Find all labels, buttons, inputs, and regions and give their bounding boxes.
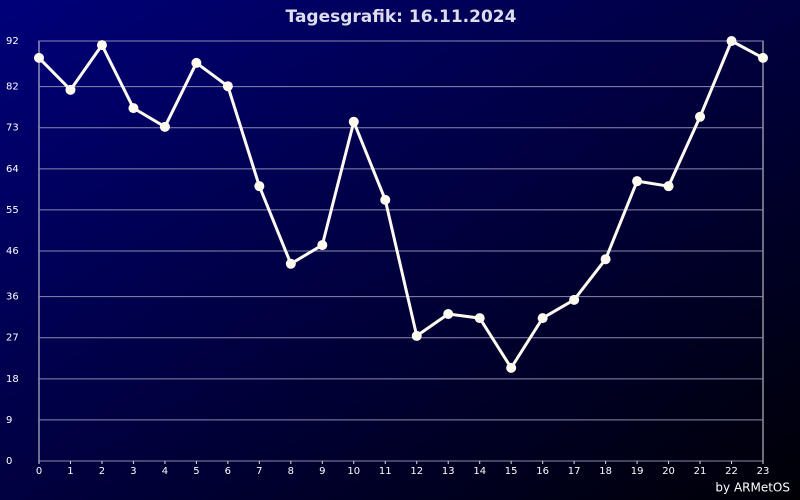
x-tick-label: 20 (662, 466, 675, 477)
y-tick-label: 64 (6, 164, 19, 175)
data-point (758, 52, 768, 63)
data-point (34, 52, 44, 63)
x-tick-label: 15 (505, 466, 518, 477)
x-tick-label: 3 (130, 466, 136, 477)
x-tick-label: 13 (442, 466, 455, 477)
x-tick-label: 1 (67, 466, 73, 477)
x-tick-label: 16 (536, 466, 549, 477)
data-point (632, 176, 643, 187)
series-line (37, 39, 764, 370)
data-point (128, 103, 139, 114)
x-tick-label: 5 (193, 466, 199, 477)
data-point (695, 111, 706, 122)
y-tick-label: 36 (6, 292, 19, 303)
data-point (65, 84, 76, 95)
x-tick-label: 21 (694, 466, 707, 477)
y-tick-label: 18 (6, 374, 19, 385)
data-point (726, 36, 737, 46)
chart-title: Tagesgrafik: 16.11.2024 (286, 7, 517, 27)
x-tick-label: 11 (379, 466, 392, 477)
x-tick-label: 18 (599, 466, 612, 477)
y-tick-label: 27 (6, 333, 19, 344)
x-tick-label: 19 (631, 466, 644, 477)
x-tick-label: 12 (410, 466, 423, 477)
y-tick-label: 9 (6, 415, 12, 426)
x-tick-label: 17 (568, 466, 581, 477)
data-point (663, 181, 674, 192)
x-tick-label: 22 (725, 466, 738, 477)
data-point (159, 121, 170, 132)
y-tick-label: 0 (6, 456, 12, 467)
data-point (254, 181, 265, 192)
x-tick-label: 14 (473, 466, 486, 477)
x-tick-label: 8 (288, 466, 294, 477)
data-point (222, 81, 233, 92)
data-point (600, 254, 611, 265)
data-point (380, 194, 391, 205)
y-tick-label: 55 (6, 205, 19, 216)
data-point (317, 240, 328, 251)
data-point (96, 40, 107, 51)
x-tick-label: 6 (225, 466, 231, 477)
data-point (285, 258, 296, 269)
data-point (537, 313, 548, 324)
data-point (569, 294, 580, 305)
x-tick-label: 10 (347, 466, 360, 477)
x-tick-label: 2 (99, 466, 105, 477)
data-point (348, 116, 359, 127)
y-tick-label: 92 (6, 36, 19, 47)
x-tick-label: 4 (162, 466, 168, 477)
x-tick-label: 0 (36, 466, 42, 477)
x-tick-label: 23 (757, 466, 770, 477)
credit: by ARMetOS (715, 481, 790, 495)
y-tick-label: 82 (6, 82, 19, 93)
data-point (474, 313, 485, 324)
data-point (506, 362, 517, 373)
x-tick-label: 7 (256, 466, 262, 477)
data-point (191, 57, 202, 68)
data-point (411, 330, 422, 341)
y-tick-label: 73 (6, 123, 19, 134)
y-tick-label: 46 (6, 246, 19, 257)
x-tick-label: 9 (319, 466, 325, 477)
data-point (443, 309, 454, 319)
